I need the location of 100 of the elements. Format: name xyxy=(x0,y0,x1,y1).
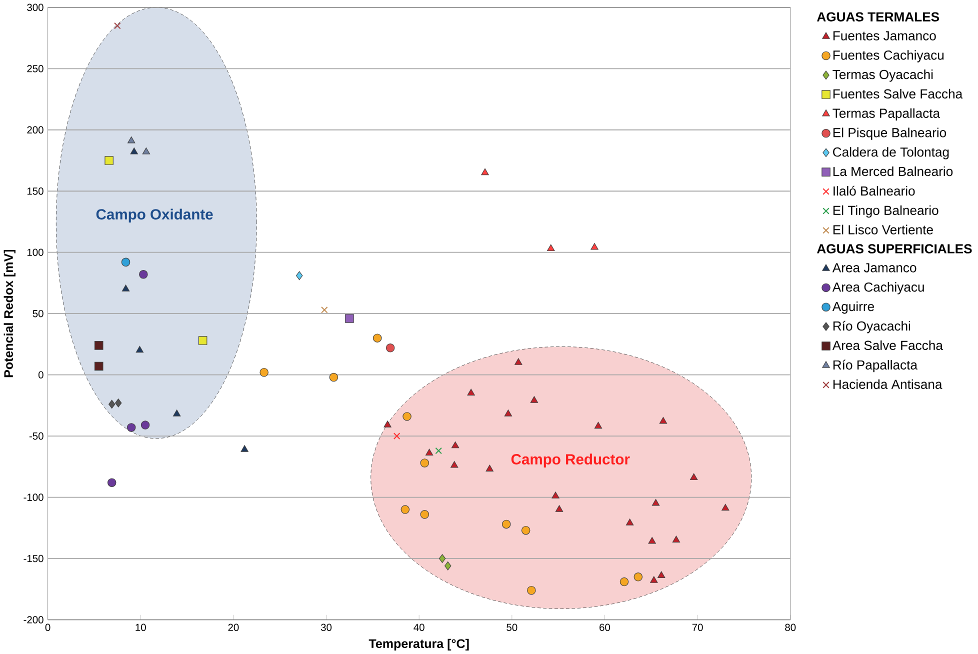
y-tick-label: 100 xyxy=(27,248,44,256)
point xyxy=(650,576,658,583)
point xyxy=(547,244,555,251)
y-tick-label: 150 xyxy=(27,187,44,195)
point xyxy=(652,498,660,506)
point xyxy=(658,571,666,578)
point xyxy=(552,492,560,498)
legend-label: Aguirre xyxy=(832,301,874,314)
point xyxy=(626,518,634,526)
legend-label: Ilaló Balneario xyxy=(834,186,915,196)
y-tick-label: -50 xyxy=(29,432,44,440)
point xyxy=(345,314,354,323)
legend-label: La Merced Balneario xyxy=(833,166,953,176)
point xyxy=(126,422,136,432)
point xyxy=(521,526,530,535)
point xyxy=(690,473,698,480)
point xyxy=(672,536,680,542)
point xyxy=(198,336,208,345)
y-tick-label: 50 xyxy=(32,310,44,318)
point xyxy=(142,147,150,154)
legend-label: Area Salve Faccha xyxy=(832,340,943,350)
point xyxy=(420,458,430,468)
point xyxy=(107,478,116,487)
point xyxy=(114,22,121,30)
point xyxy=(140,420,150,430)
y-tick-label: 250 xyxy=(27,64,44,72)
point xyxy=(481,168,489,175)
point xyxy=(122,284,130,292)
x-tick-label: 30 xyxy=(320,624,332,631)
point xyxy=(296,271,303,280)
legend-title: AGUAS TERMALES xyxy=(817,12,940,22)
point xyxy=(438,554,446,563)
legend-label: El Lisco Vertiente xyxy=(833,224,933,234)
point xyxy=(400,505,410,514)
point xyxy=(648,536,656,544)
point xyxy=(384,420,392,428)
point xyxy=(130,147,138,154)
point xyxy=(504,409,512,416)
point xyxy=(659,416,668,424)
legend-label: El Pisque Balneario xyxy=(833,128,946,140)
text: AGUAS SUPERFICIALES xyxy=(817,244,972,254)
y-tick-label: -100 xyxy=(24,494,44,501)
point xyxy=(722,504,730,510)
point xyxy=(386,343,395,352)
point xyxy=(329,372,338,382)
x-axis-title: Temperatura [°C] xyxy=(368,638,469,650)
annotation: Campo Reductor xyxy=(511,453,630,468)
legend-label: Fuentes Jamanco xyxy=(833,31,936,40)
x-tick-label: 0 xyxy=(45,624,50,631)
point xyxy=(425,448,434,456)
legend-label: Río Papallacta xyxy=(833,360,918,372)
point xyxy=(372,334,382,342)
point xyxy=(128,136,136,144)
legend-label: Area Cachiyacu xyxy=(832,282,924,294)
point xyxy=(114,398,122,408)
legend-label: Fuentes Salve Faccha xyxy=(833,88,963,98)
point xyxy=(121,258,130,266)
point xyxy=(108,400,116,408)
y-tick-label: -200 xyxy=(24,616,44,624)
x-tick-label: 20 xyxy=(228,624,239,631)
point xyxy=(321,306,328,314)
y-tick-label: 200 xyxy=(27,126,44,134)
legend-label: Fuentes Cachiyacu xyxy=(833,50,944,62)
point xyxy=(451,441,460,448)
x-tick-label: 60 xyxy=(600,624,610,631)
point xyxy=(634,572,643,582)
point xyxy=(514,358,522,365)
point xyxy=(435,447,442,454)
point xyxy=(594,422,602,428)
point xyxy=(136,346,144,353)
legend-label: Area Jamanco xyxy=(832,263,916,272)
point xyxy=(172,409,181,416)
point xyxy=(486,464,494,472)
legend-label: Termas Papallacta xyxy=(832,108,940,120)
point xyxy=(530,396,538,403)
y-tick-label: 300 xyxy=(27,4,44,11)
y-tick-label: -150 xyxy=(24,554,44,562)
point xyxy=(402,412,412,421)
point xyxy=(139,270,148,279)
point xyxy=(450,460,458,468)
x-tick-label: 40 xyxy=(414,624,424,631)
legend-label: Caldera de Tolontag xyxy=(833,146,949,160)
annotation: Campo Oxidante xyxy=(96,208,213,222)
point xyxy=(260,368,268,377)
point xyxy=(502,520,511,528)
y-tick-label: 0 xyxy=(38,371,44,378)
point xyxy=(393,432,400,440)
point xyxy=(94,340,104,350)
point xyxy=(444,561,452,570)
point xyxy=(620,577,629,586)
legend-label: Hacienda Antisana xyxy=(833,379,942,389)
x-tick-label: 80 xyxy=(785,624,796,631)
point xyxy=(420,510,430,519)
point xyxy=(467,388,475,396)
point xyxy=(104,156,114,165)
x-tick-label: 10 xyxy=(136,624,146,631)
legend-label: El Tingo Balneario xyxy=(833,205,938,218)
point xyxy=(94,362,104,370)
point xyxy=(555,505,564,512)
x-tick-label: 70 xyxy=(692,624,703,631)
